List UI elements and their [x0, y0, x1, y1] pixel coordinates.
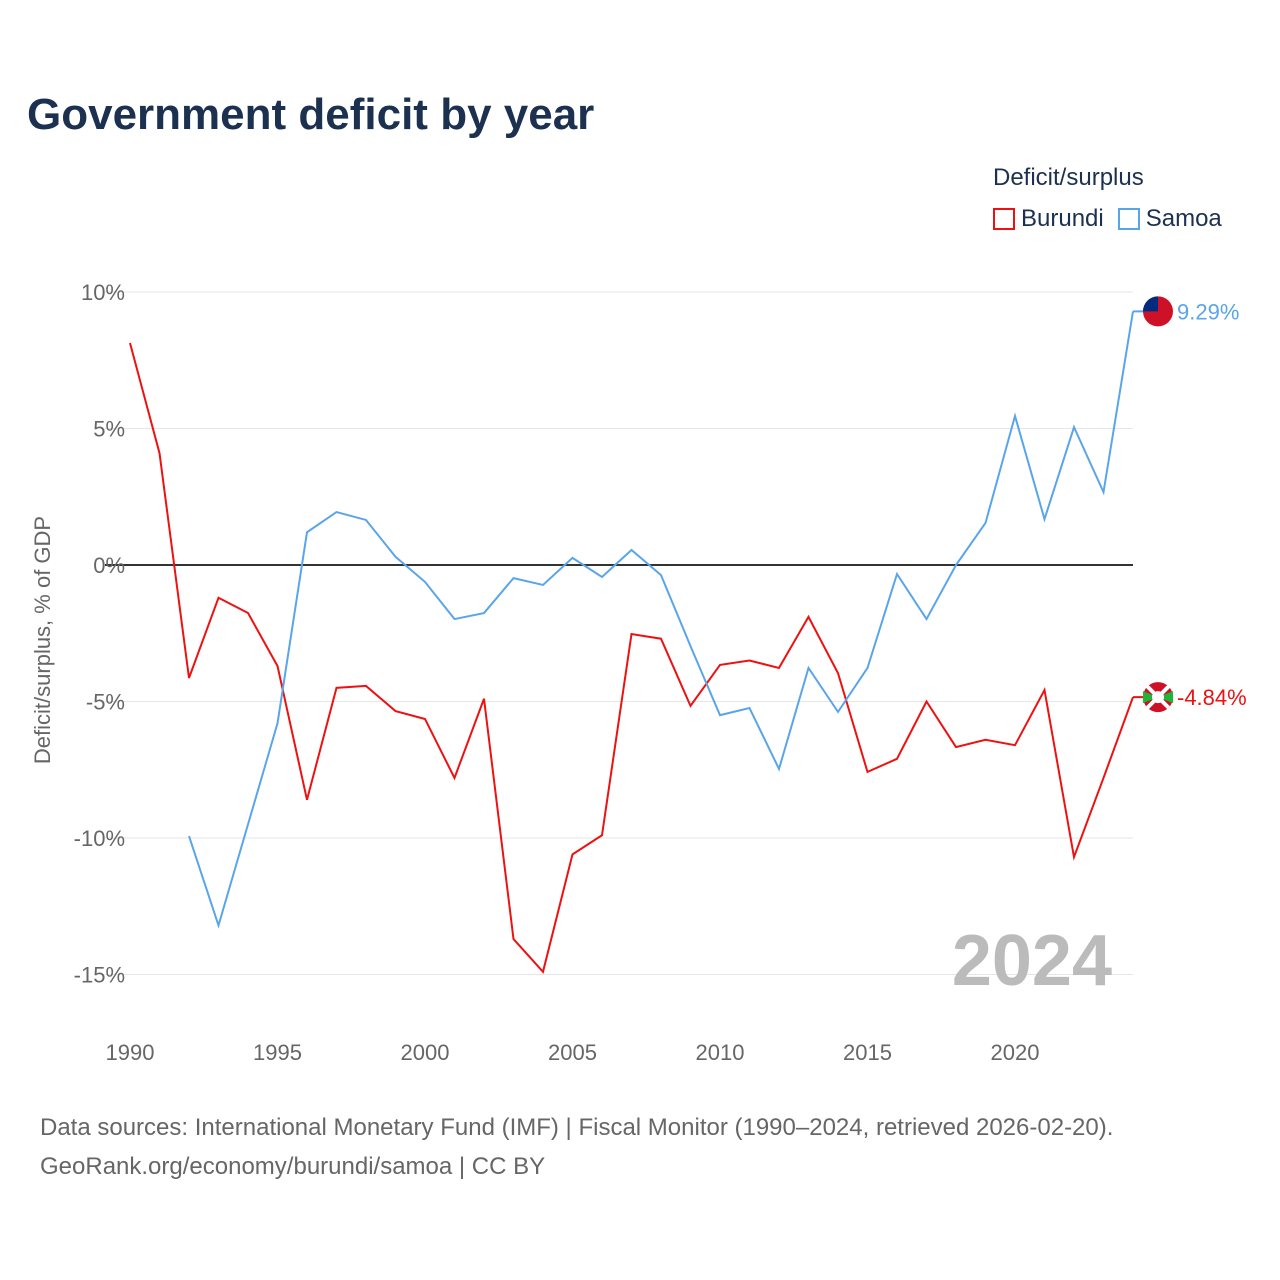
series-line-samoa: [188, 311, 1134, 929]
x-tick-label: 1995: [253, 1040, 302, 1065]
x-tick-label: 2015: [843, 1040, 892, 1065]
legend-title: Deficit/surplus: [993, 164, 1144, 191]
legend-swatch: [1117, 208, 1140, 230]
legend-swatch: [993, 208, 1015, 230]
y-axis-label: Deficit/surplus, % of GDP: [30, 516, 55, 764]
legend-item-burundi[interactable]: Burundi: [993, 205, 1104, 233]
y-tick-label: 5%: [93, 417, 125, 442]
y-tick-label: 10%: [81, 280, 125, 305]
x-tick-label: 1990: [106, 1040, 155, 1065]
legend: Burundi Samoa: [993, 205, 1222, 233]
legend-label: Samoa: [1145, 205, 1222, 232]
x-tick-label: 2010: [696, 1040, 745, 1065]
chart-title: Government deficit by year: [27, 90, 595, 139]
source-text: Data sources: International Monetary Fun…: [40, 1114, 1114, 1141]
x-tick-label: 2000: [401, 1040, 450, 1065]
end-value-label: -4.84%: [1177, 685, 1247, 710]
y-tick-label: -5%: [86, 690, 125, 715]
y-tick-label: -10%: [74, 826, 125, 851]
attribution-link[interactable]: GeoRank.org/economy/burundi/samoa | CC B…: [40, 1153, 546, 1180]
footer: Data sources: International Monetary Fun…: [40, 1108, 1113, 1186]
x-tick-label: 2005: [548, 1040, 597, 1065]
y-tick-label: -15%: [74, 963, 125, 988]
burundi-flag-icon: [1143, 682, 1173, 713]
legend-label: Burundi: [1021, 205, 1104, 232]
samoa-flag-icon: [1143, 296, 1173, 327]
end-value-label: 9.29%: [1177, 299, 1239, 324]
x-tick-label: 2020: [991, 1040, 1040, 1065]
series-line-burundi: [129, 342, 1134, 974]
legend-item-samoa[interactable]: Samoa: [1117, 205, 1222, 233]
y-tick-label: 0%: [93, 553, 125, 578]
year-watermark: 2024: [952, 921, 1112, 1001]
